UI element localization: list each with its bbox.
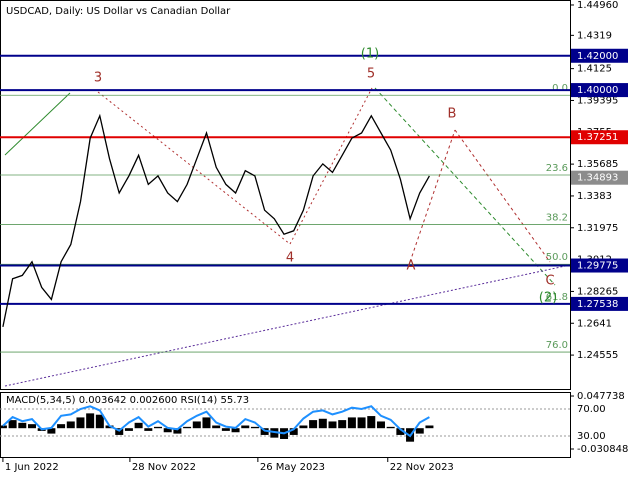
fib-label: 50.0 — [546, 252, 568, 263]
macd-bar — [376, 421, 385, 429]
fib-label: 38.2 — [546, 212, 568, 223]
macd-bar — [347, 417, 356, 429]
macd-bar — [221, 428, 230, 431]
y-tick-label: 1.31975 — [577, 223, 618, 234]
macd-bar — [299, 425, 308, 429]
wave-label: 4 — [286, 251, 294, 266]
y-tick-label: 1.28265 — [577, 286, 618, 297]
trend-line — [4, 264, 571, 387]
wave-label: B — [448, 107, 457, 122]
trend-lines — [4, 87, 571, 387]
trend-line — [97, 91, 291, 245]
trend-line — [4, 92, 71, 156]
price-frame — [0, 0, 571, 390]
y-tick-label: 1.44960 — [577, 0, 618, 11]
x-tick-label: 26 May 2023 — [260, 462, 325, 473]
macd-bar — [357, 417, 366, 429]
macd-bar — [163, 428, 172, 433]
y-tick-label: 1.24555 — [577, 350, 618, 361]
wave-label: (2) — [539, 291, 557, 306]
macd-bar — [134, 422, 143, 429]
macd-bar — [231, 428, 240, 433]
fib-label: 23.6 — [546, 163, 568, 174]
macd-bar — [144, 428, 153, 431]
macd-bar — [95, 414, 104, 429]
macd-bar — [318, 418, 327, 429]
price-label-box — [571, 130, 628, 145]
x-tick-label: 28 Nov 2022 — [132, 462, 196, 473]
y2-tick-label: 30.00 — [577, 431, 606, 442]
y-tick-label: 1.2641 — [577, 318, 612, 329]
rsi-line — [2, 405, 430, 438]
macd-bar — [396, 428, 405, 435]
macd-bar — [57, 424, 66, 429]
price-label: 1.29775 — [577, 261, 618, 272]
y-tick-label: 1.39395 — [577, 95, 618, 106]
price-line — [2, 113, 430, 328]
macd-bar — [425, 425, 434, 429]
y-tick-label: 1.4125 — [577, 64, 612, 75]
chart-title: USDCAD, Daily: US Dollar vs Canadian Dol… — [6, 6, 231, 17]
macd-bar — [192, 421, 201, 429]
fib-label: 61.8 — [546, 292, 568, 303]
macd-bar — [154, 426, 163, 429]
macd-bar — [66, 421, 75, 429]
macd-bar — [212, 425, 221, 429]
x-tick-label: 1 Jun 2022 — [5, 462, 59, 473]
price-label: 1.40000 — [577, 85, 618, 96]
macd-bar — [47, 428, 56, 434]
indicator-frame — [0, 392, 571, 458]
price-label-box — [571, 296, 628, 311]
macd-bar — [289, 428, 298, 435]
indicator-title: MACD(5,34,5) 0.003642 0.002600 RSI(14) 5… — [6, 395, 249, 406]
macd-bar — [386, 426, 395, 429]
trend-line — [409, 129, 456, 263]
fib-label: 0.0 — [552, 83, 568, 94]
price-label-box — [571, 258, 628, 273]
y2-tick-label: 70.00 — [577, 404, 606, 415]
macd-bar — [202, 417, 211, 429]
price-label: 1.37251 — [577, 132, 618, 143]
y-tick-label: 0.047738 — [577, 391, 625, 402]
macd-bar — [8, 420, 17, 429]
y-tick-label: -0.030848 — [577, 444, 628, 455]
macd-bar — [0, 425, 7, 429]
macd-bar — [338, 420, 347, 429]
macd-bar — [173, 428, 182, 434]
trend-line — [374, 87, 556, 286]
price-label-box — [571, 48, 628, 63]
price-label-box — [571, 83, 628, 98]
macd-bar — [328, 421, 337, 429]
macd-bar — [76, 417, 85, 429]
fib-label: 76.0 — [546, 340, 568, 351]
y-tick-label: 1.35685 — [577, 159, 618, 170]
price-label-box — [571, 170, 628, 185]
macd-bar — [27, 424, 36, 429]
wave-label: 5 — [367, 67, 375, 82]
price-label: 1.42000 — [577, 51, 618, 62]
wave-label: C — [545, 274, 554, 289]
macd-bar — [309, 420, 318, 429]
y-tick-label: 1.3383 — [577, 191, 612, 202]
price-label: 1.27538 — [577, 299, 618, 310]
macd-bar — [241, 425, 250, 429]
macd-bar — [367, 416, 376, 429]
macd-bar — [415, 428, 424, 434]
y-tick-label: 1.4319 — [577, 30, 612, 41]
macd-bar — [18, 422, 27, 429]
macd-bar — [124, 428, 133, 431]
x-tick-label: 22 Nov 2023 — [390, 462, 454, 473]
trend-line — [289, 87, 373, 245]
price-label: 1.34893 — [577, 173, 618, 184]
wave-label: 3 — [94, 71, 102, 86]
macd-bar — [183, 426, 192, 429]
wave-label: (1) — [361, 47, 379, 62]
wave-label: A — [407, 259, 416, 274]
macd-bar — [250, 426, 259, 429]
macd-bar — [86, 413, 95, 429]
